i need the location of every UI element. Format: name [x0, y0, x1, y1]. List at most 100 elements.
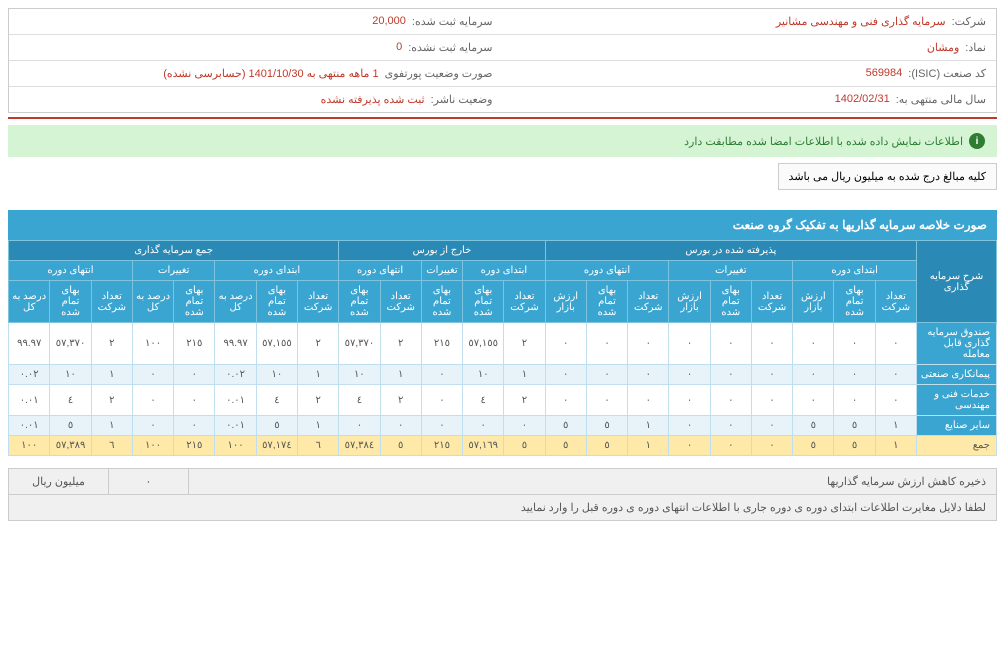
cell: ٥ [834, 436, 875, 456]
cell: ٥ [586, 436, 627, 456]
cell: ٢ [91, 323, 132, 365]
currency-note: کلیه مبالغ درج شده به میلیون ریال می باش… [778, 163, 997, 190]
cell: ٠.٠١ [9, 385, 50, 416]
cell: ٠.٠١ [215, 416, 256, 436]
cell: ٠ [586, 365, 627, 385]
cell: ٩٩.٩٧ [9, 323, 50, 365]
cell: ٢١٥ [421, 436, 462, 456]
cell: ٥ [50, 416, 91, 436]
cell: ٥ [793, 436, 834, 456]
banner-text: اطلاعات نمایش داده شده با اطلاعات امضا ش… [684, 135, 963, 148]
cell: ٢ [298, 385, 339, 416]
header-value: 0 [396, 41, 402, 54]
cell: ٤ [256, 385, 297, 416]
cell: ٦ [298, 436, 339, 456]
cell: ٠ [834, 385, 875, 416]
cell: ٥ [256, 416, 297, 436]
table-row: صندوق سرمایه گذاری قابل معامله٠٠٠٠٠٠٠٠٠٢… [9, 323, 997, 365]
cell: ٢ [298, 323, 339, 365]
cell: ٠ [669, 385, 710, 416]
cell: ٤ [463, 385, 504, 416]
table-row: پیمانکاری صنعتی٠٠٠٠٠٠٠٠٠١١٠٠١١٠١١٠٠.٠٢٠٠… [9, 365, 997, 385]
cell: ٢ [380, 385, 421, 416]
cell: ١٠٠ [215, 436, 256, 456]
cell: ٢ [504, 385, 545, 416]
cell: ٠ [421, 416, 462, 436]
header-value: سرمایه گذاری فنی و مهندسی مشانیر [776, 15, 946, 28]
divider [8, 117, 997, 119]
cell: ٠ [669, 416, 710, 436]
cell: ٠ [834, 323, 875, 365]
cell: ١٠٠ [9, 436, 50, 456]
cell: ٠.٠٢ [9, 365, 50, 385]
cell: ١٠٠ [132, 323, 173, 365]
cell: ٥ [834, 416, 875, 436]
cell: ١ [875, 436, 916, 456]
cell: ٠ [875, 323, 916, 365]
cell: ٠ [132, 365, 173, 385]
header-label: سرمایه ثبت نشده: [408, 41, 492, 54]
header-value: ثبت شده پذیرفته نشده [321, 93, 425, 106]
cell: ٠ [545, 365, 586, 385]
info-icon: i [969, 133, 985, 149]
cell: ٠ [875, 385, 916, 416]
cell: ٠ [132, 416, 173, 436]
cell: ٩٩.٩٧ [215, 323, 256, 365]
cell: ١٠ [339, 365, 380, 385]
cell: ٠ [339, 416, 380, 436]
cell: ٥ [504, 436, 545, 456]
table-row: خدمات فنی و مهندسی٠٠٠٠٠٠٠٠٠٢٤٠٢٤٢٤٠.٠١٠٠… [9, 385, 997, 416]
cell: ٠ [545, 323, 586, 365]
header-value: 569984 [866, 67, 903, 80]
footer-unit: میلیون ریال [9, 469, 109, 495]
cell: ٢ [504, 323, 545, 365]
cell: ٥ [586, 416, 627, 436]
header-value: ومشان [927, 41, 959, 54]
cell: ٤ [50, 385, 91, 416]
row-label: سایر صنایع [917, 416, 997, 436]
header-value: 20,000 [372, 15, 406, 28]
footer-note: لطفا دلایل مغایرت اطلاعات ابتدای دوره ی … [9, 495, 997, 521]
cell: ٢ [380, 323, 421, 365]
company-header: شرکت: سرمایه گذاری فنی و مهندسی مشانیر سرم… [8, 8, 997, 113]
cell: ٠ [628, 323, 669, 365]
header-label: نماد: [965, 41, 986, 54]
cell: ٠ [834, 365, 875, 385]
cell: ٠ [751, 436, 792, 456]
cell: ٠ [628, 365, 669, 385]
cell: ٠.٠٢ [215, 365, 256, 385]
cell: ١٠ [50, 365, 91, 385]
cell: ٠ [793, 365, 834, 385]
row-label: پیمانکاری صنعتی [917, 365, 997, 385]
cell: ٠ [710, 365, 751, 385]
cell: ٥ [793, 416, 834, 436]
cell: ٠ [421, 365, 462, 385]
cell: ٠ [628, 385, 669, 416]
cell: ٠ [174, 365, 215, 385]
cell: ٥٧,٣٨٩ [50, 436, 91, 456]
investment-table: شرح سرمایه گذاریپذیرفته شده در بورسخارج … [8, 240, 997, 456]
cell: ١٠ [463, 365, 504, 385]
cell: ٠ [669, 323, 710, 365]
cell: ٥٧,١٧٤ [256, 436, 297, 456]
cell: ٢١٥ [174, 436, 215, 456]
cell: ١ [91, 365, 132, 385]
cell: ٠ [421, 385, 462, 416]
cell: ١٠٠ [132, 436, 173, 456]
cell: ٢١٥ [174, 323, 215, 365]
cell: ٠ [875, 365, 916, 385]
cell: ١ [298, 365, 339, 385]
footer-label: ذخیره کاهش ارزش سرمایه گذاریها [189, 469, 997, 495]
cell: ١ [298, 416, 339, 436]
cell: ٠ [669, 365, 710, 385]
cell: ٠ [545, 385, 586, 416]
header-label: سال مالی منتهی به: [896, 93, 986, 106]
cell: ٠ [751, 385, 792, 416]
cell: ٠ [751, 323, 792, 365]
cell: ١٠ [256, 365, 297, 385]
cell: ٥٧,٣٧٠ [50, 323, 91, 365]
cell: ١ [380, 365, 421, 385]
cell: ٠ [751, 416, 792, 436]
header-label: شرکت: [952, 15, 986, 28]
cell: ٥٧,١٥٥ [256, 323, 297, 365]
